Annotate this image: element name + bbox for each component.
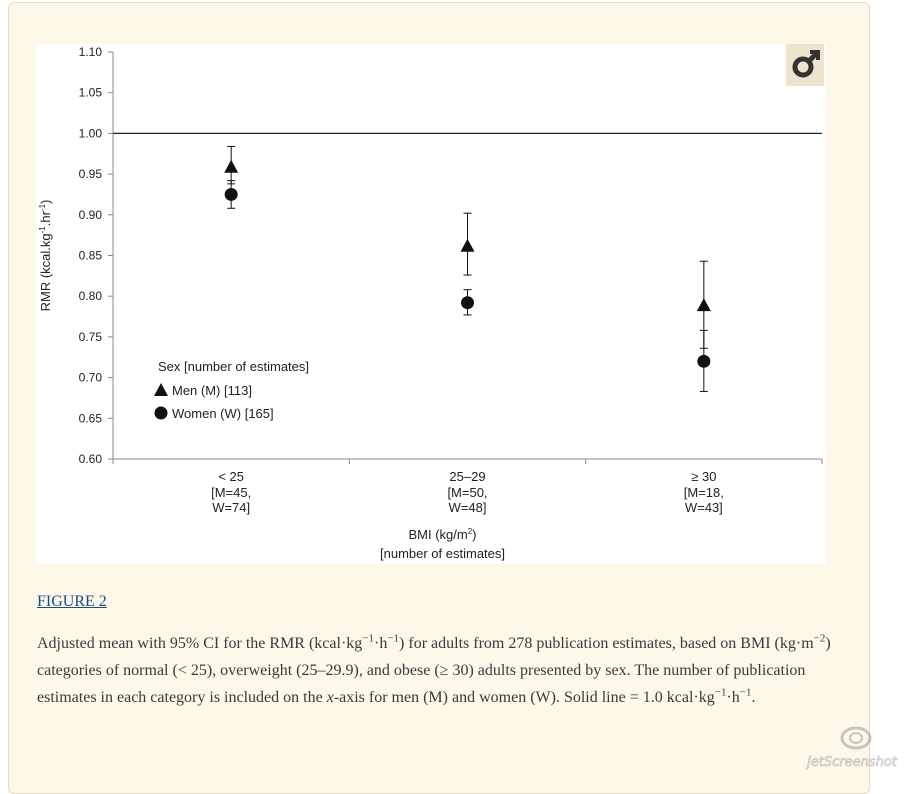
x-category-count: W=74]: [212, 500, 250, 515]
legend-entry: Men (M) [113]: [172, 383, 252, 398]
x-tick-label: ≥ 30: [691, 469, 716, 484]
legend-marker: [154, 383, 168, 396]
y-tick-label: 0.85: [79, 249, 103, 263]
y-tick-label: 0.75: [79, 330, 103, 344]
y-tick-label: 1.00: [79, 126, 103, 140]
x-category-count: W=48]: [449, 500, 487, 515]
y-tick-label: 1.10: [79, 45, 103, 59]
chart-background: [36, 44, 826, 564]
x-axis-label: BMI (kg/m2): [408, 527, 476, 542]
x-category-count: [M=45,: [211, 485, 251, 500]
men-point: [460, 238, 475, 252]
x-tick-label: 25–29: [449, 469, 485, 484]
legend-title: Sex [number of estimates]: [158, 359, 309, 374]
rmr-chart: 0.60 0.65 0.70 0.75 0.80 0.85 0.90 0.95 1.00 1.05…: [36, 44, 826, 564]
gender-male-icon[interactable]: [786, 44, 824, 86]
legend-marker: [154, 406, 168, 420]
watermark-text: jetScreenshot: [805, 755, 898, 770]
y-tick-label: 0.80: [79, 289, 103, 303]
y-tick-label: 0.70: [79, 371, 103, 385]
y-axis-label: RMR (kcal.kg-1.hr-1): [38, 200, 53, 312]
x-tick-label: < 25: [218, 469, 244, 484]
men-point: [224, 159, 239, 173]
y-tick-label: 0.90: [79, 208, 103, 222]
x-category-count: [M=18,: [684, 485, 724, 500]
women-point: [224, 187, 238, 201]
x-axis-sublabel: [number of estimates]: [380, 546, 505, 561]
women-point: [697, 354, 711, 368]
figure-link[interactable]: FIGURE 2: [37, 593, 107, 610]
x-category-count: W=43]: [685, 500, 723, 515]
y-tick-label: 0.95: [79, 167, 103, 181]
y-tick-label: 1.05: [79, 86, 103, 100]
figure-caption: Adjusted mean with 95% CI for the RMR (k…: [37, 632, 831, 706]
y-tick-label: 0.65: [79, 411, 103, 425]
x-category-count: [M=50,: [447, 485, 487, 500]
women-point: [461, 296, 474, 310]
legend-entry: Women (W) [165]: [172, 406, 274, 421]
jetscreenshot-logo: jetScreenshot: [800, 722, 904, 772]
men-point: [696, 298, 711, 312]
y-tick-label: 0.60: [79, 452, 103, 466]
